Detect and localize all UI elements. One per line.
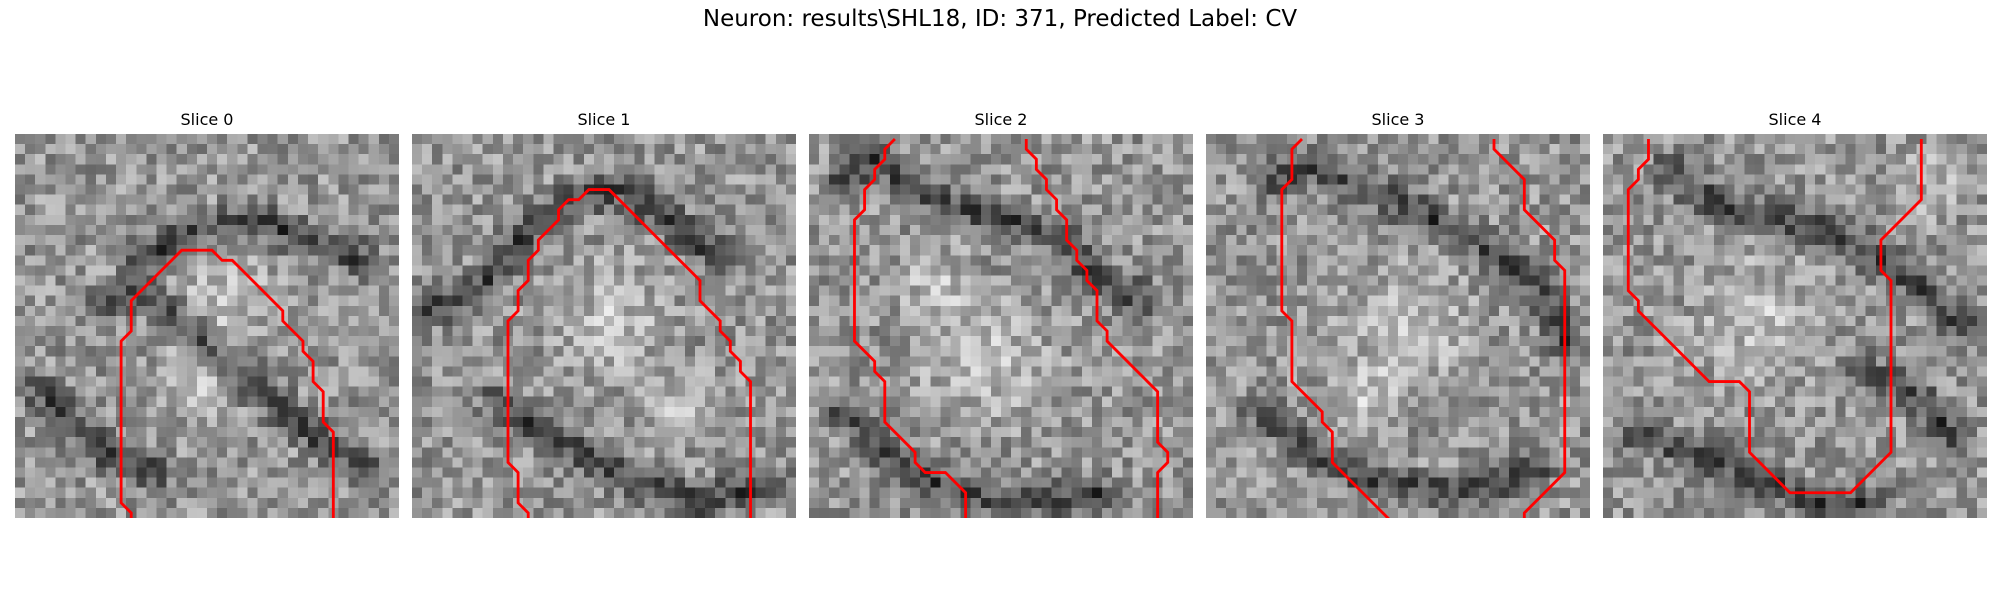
- slice-1-contour: [506, 188, 752, 518]
- slice-3-contour: [1280, 138, 1567, 518]
- slice-2-pixel-grid: [809, 134, 1193, 518]
- slice-2-title: Slice 2: [974, 110, 1028, 129]
- slice-3-image: [1206, 134, 1590, 518]
- slice-0-image: [15, 134, 399, 518]
- slice-2-image: [809, 134, 1193, 518]
- slice-4-image: [1603, 134, 1987, 518]
- slice-0-pixel-grid: [15, 134, 399, 518]
- slice-1-title: Slice 1: [577, 110, 631, 129]
- slice-1-pixel-grid: [412, 134, 796, 518]
- slice-3-title: Slice 3: [1371, 110, 1425, 129]
- slice-4-title: Slice 4: [1768, 110, 1822, 129]
- slice-0-contour: [119, 248, 335, 518]
- slice-2-contour: [853, 138, 1170, 518]
- slice-4-pixel-grid: [1603, 134, 1987, 518]
- slice-0-title: Slice 0: [180, 110, 234, 129]
- slice-3-pixel-grid: [1206, 134, 1590, 518]
- slice-1-image: [412, 134, 796, 518]
- slice-4-contour: [1626, 139, 1923, 495]
- figure-title: Neuron: results\SHL18, ID: 371, Predicte…: [702, 6, 1298, 32]
